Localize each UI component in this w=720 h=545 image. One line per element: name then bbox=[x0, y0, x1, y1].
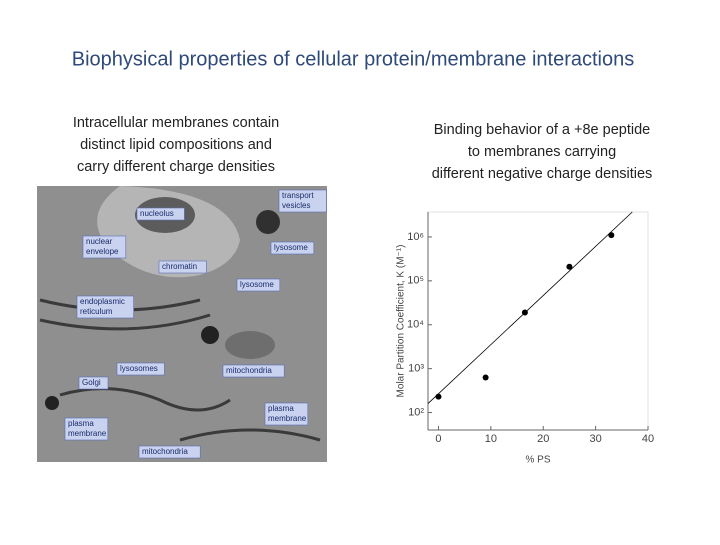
micrograph-label: lysosomes bbox=[120, 364, 158, 373]
micrograph-label-box bbox=[82, 235, 127, 259]
micrograph-label: lysosome bbox=[240, 280, 274, 289]
y-tick-label: 10⁵ bbox=[407, 275, 424, 287]
micrograph-label-box bbox=[76, 295, 134, 319]
micrograph-label: chromatin bbox=[162, 262, 197, 271]
micrograph-label-box bbox=[78, 376, 109, 390]
lysosome-shape bbox=[256, 210, 280, 234]
micrograph-label: lysosome bbox=[274, 243, 308, 252]
right-caption: Binding behavior of a +8e peptide bbox=[434, 122, 650, 138]
data-point bbox=[608, 232, 615, 239]
micrograph-label: mitochondria bbox=[226, 366, 272, 375]
data-point bbox=[521, 309, 528, 316]
y-axis-label: Molar Partition Coefficient, K (M⁻¹) bbox=[396, 245, 407, 398]
micrograph-label: mitochondria bbox=[142, 447, 188, 456]
micrograph-label-box bbox=[136, 207, 185, 221]
x-tick-label: 30 bbox=[589, 433, 601, 445]
left-caption: distinct lipid compositions and bbox=[80, 137, 272, 153]
chart: 0 10 20 30 40 10² 10³ 10⁴ 10⁵ 10⁶ % PS Molar Partit… bbox=[396, 211, 654, 466]
micrograph-label-box bbox=[222, 364, 285, 378]
y-tick-label: 10⁶ bbox=[407, 231, 424, 243]
x-tick-label: 0 bbox=[435, 433, 441, 445]
right-caption: different negative charge densities bbox=[432, 166, 653, 182]
micrograph-label: membrane bbox=[268, 414, 307, 423]
micrograph-label: transport bbox=[282, 191, 314, 200]
micrograph-label-box bbox=[270, 241, 315, 255]
x-tick-label: 40 bbox=[642, 433, 654, 445]
micrograph-label: reticulum bbox=[80, 307, 113, 316]
data-point bbox=[435, 393, 442, 400]
micrograph-label: plasma bbox=[68, 419, 94, 428]
right-caption: to membranes carrying bbox=[468, 144, 616, 160]
x-axis-label: % PS bbox=[525, 455, 550, 466]
micrograph-label: vesicles bbox=[282, 201, 310, 210]
x-tick-label: 10 bbox=[485, 433, 497, 445]
data-point bbox=[482, 374, 489, 381]
micrograph-label: plasma bbox=[268, 404, 294, 413]
y-tick-label: 10³ bbox=[408, 363, 424, 375]
micrograph-label-box bbox=[278, 189, 327, 213]
micrograph-label: nuclear bbox=[86, 237, 113, 246]
micrograph-label: membrane bbox=[68, 429, 107, 438]
y-tick-label: 10⁴ bbox=[407, 319, 424, 331]
micrograph-label-box bbox=[116, 362, 165, 376]
data-point bbox=[566, 263, 573, 270]
left-caption: Intracellular membranes contain bbox=[73, 115, 279, 131]
x-tick-label: 20 bbox=[537, 433, 549, 445]
micrograph-label-box bbox=[236, 278, 281, 292]
lysosome-shape bbox=[45, 396, 59, 410]
micrograph-label: Golgi bbox=[82, 378, 101, 387]
micrograph-label: nucleolus bbox=[140, 209, 174, 218]
slide-title: Biophysical properties of cellular prote… bbox=[72, 48, 635, 70]
fit-line bbox=[427, 211, 633, 404]
micrograph-label-box bbox=[64, 417, 109, 441]
micrograph-label-box bbox=[264, 402, 309, 426]
plot-frame bbox=[427, 211, 649, 431]
micrograph-label: endoplasmic bbox=[80, 297, 125, 306]
micrograph-label-box bbox=[158, 260, 207, 274]
left-caption: carry different charge densities bbox=[77, 159, 275, 175]
micrograph-label: envelope bbox=[86, 247, 119, 256]
mitochondrion-shape bbox=[225, 331, 275, 359]
y-tick-label: 10² bbox=[408, 406, 424, 418]
micrograph-label-box bbox=[138, 445, 201, 459]
lysosome-shape bbox=[201, 326, 219, 344]
